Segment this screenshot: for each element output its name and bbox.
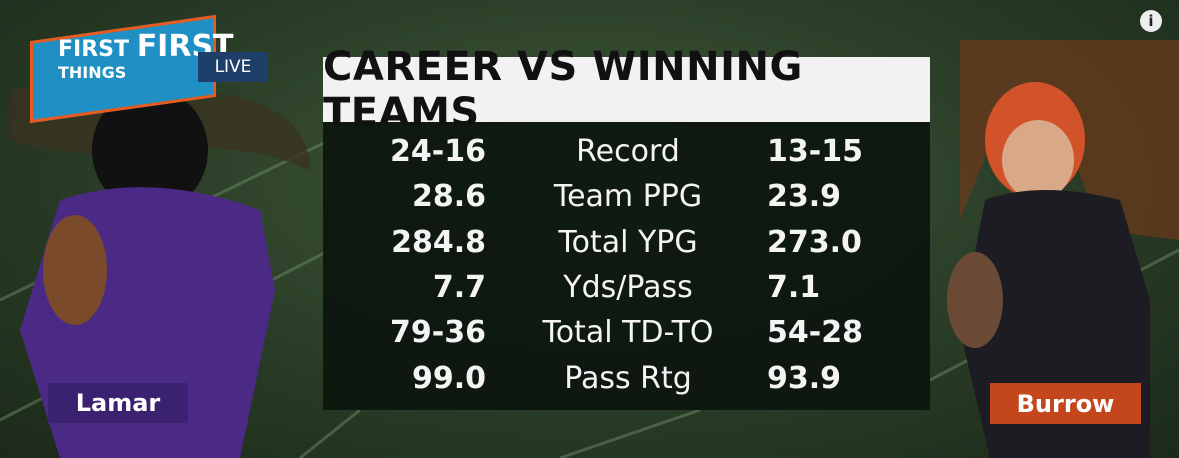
left-value: 24-16	[390, 134, 486, 169]
player-label: Lamar	[48, 383, 188, 423]
live-badge: LIVE	[198, 52, 268, 82]
stat-name: Yds/Pass	[563, 269, 693, 305]
left-value: 28.6	[411, 179, 486, 215]
info-button[interactable]: i	[1140, 10, 1162, 32]
stat-name: Total TD-TO	[542, 315, 714, 351]
stat-name: Pass Rtg	[564, 360, 692, 396]
stat-name: Team PPG	[553, 179, 703, 215]
right-value: 7.1	[767, 269, 821, 305]
right-value: 93.9	[767, 360, 842, 396]
logo-word: FIRST	[58, 37, 130, 62]
right-value: 23.9	[767, 179, 842, 215]
stats-table: 24-16 Record 13-15 28.6 Team PPG 23.9 284.8 Tot…	[323, 122, 930, 410]
stat-name: Total YPG	[558, 224, 698, 260]
left-value: 7.7	[432, 269, 486, 305]
left-value: 284.8	[391, 224, 486, 260]
left-value: 99.0	[411, 360, 486, 396]
right-value: 273.0	[767, 224, 862, 260]
player-label: Burrow	[990, 383, 1141, 424]
stat-name: Record	[576, 134, 680, 169]
right-value: 13-15	[767, 134, 863, 169]
logo-word: THINGS	[58, 63, 127, 82]
right-value: 54-28	[767, 315, 863, 351]
left-value: 79-36	[390, 315, 486, 351]
table-title: CAREER VS WINNING TEAMS	[323, 44, 930, 136]
